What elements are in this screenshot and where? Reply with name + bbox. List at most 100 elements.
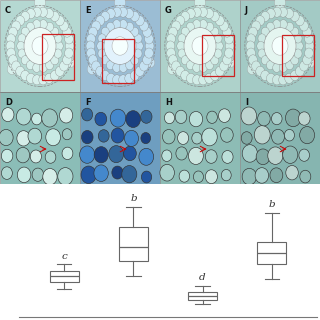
Circle shape [272,37,288,55]
Circle shape [256,16,265,26]
Circle shape [7,63,17,75]
Circle shape [178,132,189,144]
Circle shape [181,12,189,21]
Bar [202,35,234,76]
Circle shape [261,12,269,21]
Bar [80,92,160,184]
Circle shape [65,48,73,58]
Text: b: b [130,194,137,203]
Circle shape [46,129,60,146]
Circle shape [45,151,56,163]
Circle shape [176,66,185,76]
Circle shape [273,7,281,17]
Circle shape [119,63,127,72]
Circle shape [141,132,151,144]
Circle shape [241,107,257,125]
Circle shape [286,165,298,180]
Circle shape [267,73,275,84]
Circle shape [205,170,217,184]
Circle shape [135,66,144,76]
Circle shape [21,70,29,81]
Circle shape [247,63,257,75]
Text: E: E [85,6,91,15]
Text: J: J [245,6,248,15]
Circle shape [211,70,219,81]
Circle shape [119,20,127,29]
Text: F: F [85,99,91,108]
Circle shape [101,70,109,81]
Circle shape [87,34,95,44]
Circle shape [7,48,15,58]
Circle shape [46,60,54,70]
Circle shape [199,20,207,29]
PathPatch shape [119,228,148,261]
Circle shape [199,7,207,17]
Circle shape [258,49,266,58]
Circle shape [17,167,31,183]
Circle shape [30,150,42,163]
Circle shape [300,61,308,71]
Circle shape [65,41,74,51]
Circle shape [125,9,133,19]
Circle shape [299,112,310,125]
Circle shape [305,41,314,51]
Circle shape [96,66,105,76]
Circle shape [27,22,35,31]
PathPatch shape [50,271,79,282]
Circle shape [252,21,260,31]
Circle shape [89,55,97,65]
Circle shape [206,60,214,70]
Circle shape [92,21,100,31]
Circle shape [82,131,93,144]
Circle shape [283,146,298,164]
Circle shape [0,129,13,146]
Circle shape [101,12,110,21]
Circle shape [192,37,208,55]
Circle shape [295,16,304,26]
Circle shape [32,113,42,125]
Circle shape [139,148,154,165]
Bar [240,92,320,184]
Circle shape [145,34,153,44]
Circle shape [219,109,230,123]
Circle shape [172,21,180,31]
Circle shape [261,70,269,81]
Circle shape [104,28,136,64]
Text: I: I [245,99,248,108]
Circle shape [26,60,34,70]
Circle shape [303,55,311,65]
Circle shape [249,55,257,65]
Circle shape [285,109,301,127]
Circle shape [2,108,14,122]
Circle shape [178,34,186,43]
Circle shape [305,48,313,58]
Circle shape [42,109,58,127]
Circle shape [160,164,174,181]
Circle shape [258,111,270,126]
Circle shape [107,9,115,19]
Circle shape [220,61,228,71]
Circle shape [187,9,195,19]
Circle shape [279,63,287,72]
Circle shape [193,20,201,29]
Circle shape [54,34,62,43]
Circle shape [177,41,185,51]
Circle shape [51,70,59,81]
Circle shape [211,27,219,36]
Circle shape [199,75,207,85]
Bar [0,92,80,184]
Circle shape [16,66,25,76]
Circle shape [273,20,281,29]
Circle shape [291,56,299,65]
Bar [160,92,240,184]
Bar [102,39,134,83]
Circle shape [135,41,143,51]
Circle shape [82,108,92,121]
Circle shape [62,129,72,140]
Circle shape [32,168,44,181]
Circle shape [145,48,153,58]
Circle shape [18,49,26,58]
Circle shape [17,41,25,51]
Circle shape [89,27,97,37]
Circle shape [252,61,260,71]
